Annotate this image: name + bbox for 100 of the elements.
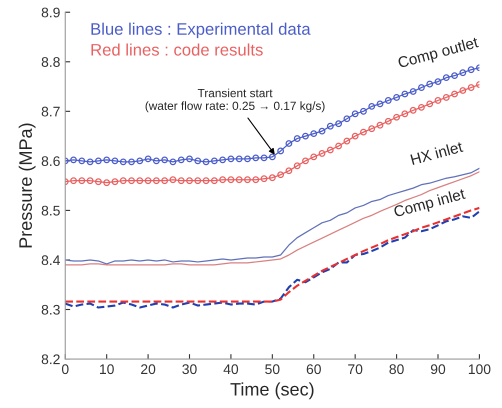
point: [161, 177, 168, 184]
point: [277, 148, 284, 154]
x-tick-label: 70: [348, 364, 362, 374]
point: [70, 177, 77, 184]
x-tick-label: 90: [430, 364, 446, 374]
point: [260, 154, 268, 162]
point: [318, 150, 326, 157]
x-tick-label: 10: [100, 364, 114, 374]
point: [94, 178, 102, 186]
point: [384, 97, 392, 104]
point: [236, 176, 243, 184]
point: [302, 132, 309, 140]
point: [228, 155, 234, 162]
point: [451, 72, 458, 80]
point: [434, 78, 442, 86]
point: [310, 130, 318, 138]
point: [170, 176, 176, 184]
point: [384, 118, 392, 125]
point: [244, 155, 251, 162]
point: [186, 177, 193, 184]
point: [326, 146, 334, 154]
point: [294, 135, 301, 142]
point: [352, 110, 359, 118]
point: [112, 178, 118, 186]
point: [78, 177, 86, 184]
point: [426, 80, 434, 88]
point: [219, 156, 226, 164]
point: [352, 132, 359, 140]
point: [268, 174, 276, 182]
point: [178, 156, 185, 164]
point: [228, 176, 234, 184]
point: [368, 102, 376, 110]
point: [418, 104, 425, 111]
point: [161, 156, 168, 164]
point: [294, 162, 301, 170]
point: [459, 69, 466, 76]
annotation: Transient start (water flow rate: 0.25 → 0.17 kg/s): [146, 88, 325, 112]
annotation: Comp outlet: [397, 36, 480, 71]
point: [136, 177, 144, 184]
point: [343, 115, 350, 122]
y-axis-title: Pressure (MPa): [18, 124, 36, 248]
point: [202, 158, 210, 166]
point: [286, 140, 292, 147]
point: [103, 156, 110, 164]
x-tick-label: 100: [468, 364, 490, 374]
point: [186, 155, 193, 162]
point: [210, 157, 218, 164]
point: [335, 120, 342, 128]
point: [343, 138, 350, 144]
annotation: Blue lines : Experimental data: [91, 22, 311, 38]
point: [152, 177, 160, 184]
point: [426, 100, 434, 108]
point: [144, 177, 152, 184]
point: [178, 177, 185, 184]
x-axis-title: Time (sec): [230, 382, 314, 400]
point: [120, 158, 127, 166]
point: [136, 157, 144, 164]
point: [152, 157, 160, 164]
point: [451, 90, 458, 98]
y-tick-label: 8.9: [42, 8, 60, 18]
point: [442, 94, 450, 101]
point: [252, 176, 260, 184]
point: [277, 171, 284, 178]
y-tick-label: 8.7: [42, 106, 60, 116]
point: [468, 84, 475, 91]
point: [70, 156, 77, 164]
point: [393, 114, 400, 121]
point: [401, 90, 408, 98]
x-tick-label: 80: [389, 364, 404, 374]
y-tick-label: 8.5: [42, 206, 60, 216]
point: [236, 155, 243, 162]
point: [112, 157, 118, 164]
y-tick-label: 8.3: [42, 304, 60, 315]
x-tick-label: 20: [141, 364, 156, 374]
point: [360, 108, 367, 115]
x-tick-label: 60: [306, 364, 321, 374]
point: [310, 154, 318, 160]
point: [128, 177, 135, 184]
point: [468, 66, 475, 74]
point: [260, 175, 268, 182]
x-tick-label: 30: [182, 364, 197, 374]
y-tick-label: 8.6: [42, 156, 60, 166]
point: [194, 157, 202, 164]
x-tick-label: 40: [224, 364, 238, 374]
point: [418, 84, 425, 91]
annotation: HX inlet: [410, 140, 464, 166]
annotation: Red lines : code results: [91, 43, 263, 56]
y-tick-label: 8.8: [42, 57, 60, 67]
point: [442, 74, 450, 82]
point: [170, 158, 176, 166]
point: [410, 106, 417, 114]
point: [103, 179, 110, 186]
point: [202, 177, 210, 184]
point: [302, 157, 309, 164]
point: [268, 154, 276, 160]
point: [144, 155, 152, 162]
point: [459, 87, 466, 94]
point: [128, 158, 135, 166]
point: [410, 88, 417, 95]
y-tick-label: 8.2: [42, 354, 60, 364]
